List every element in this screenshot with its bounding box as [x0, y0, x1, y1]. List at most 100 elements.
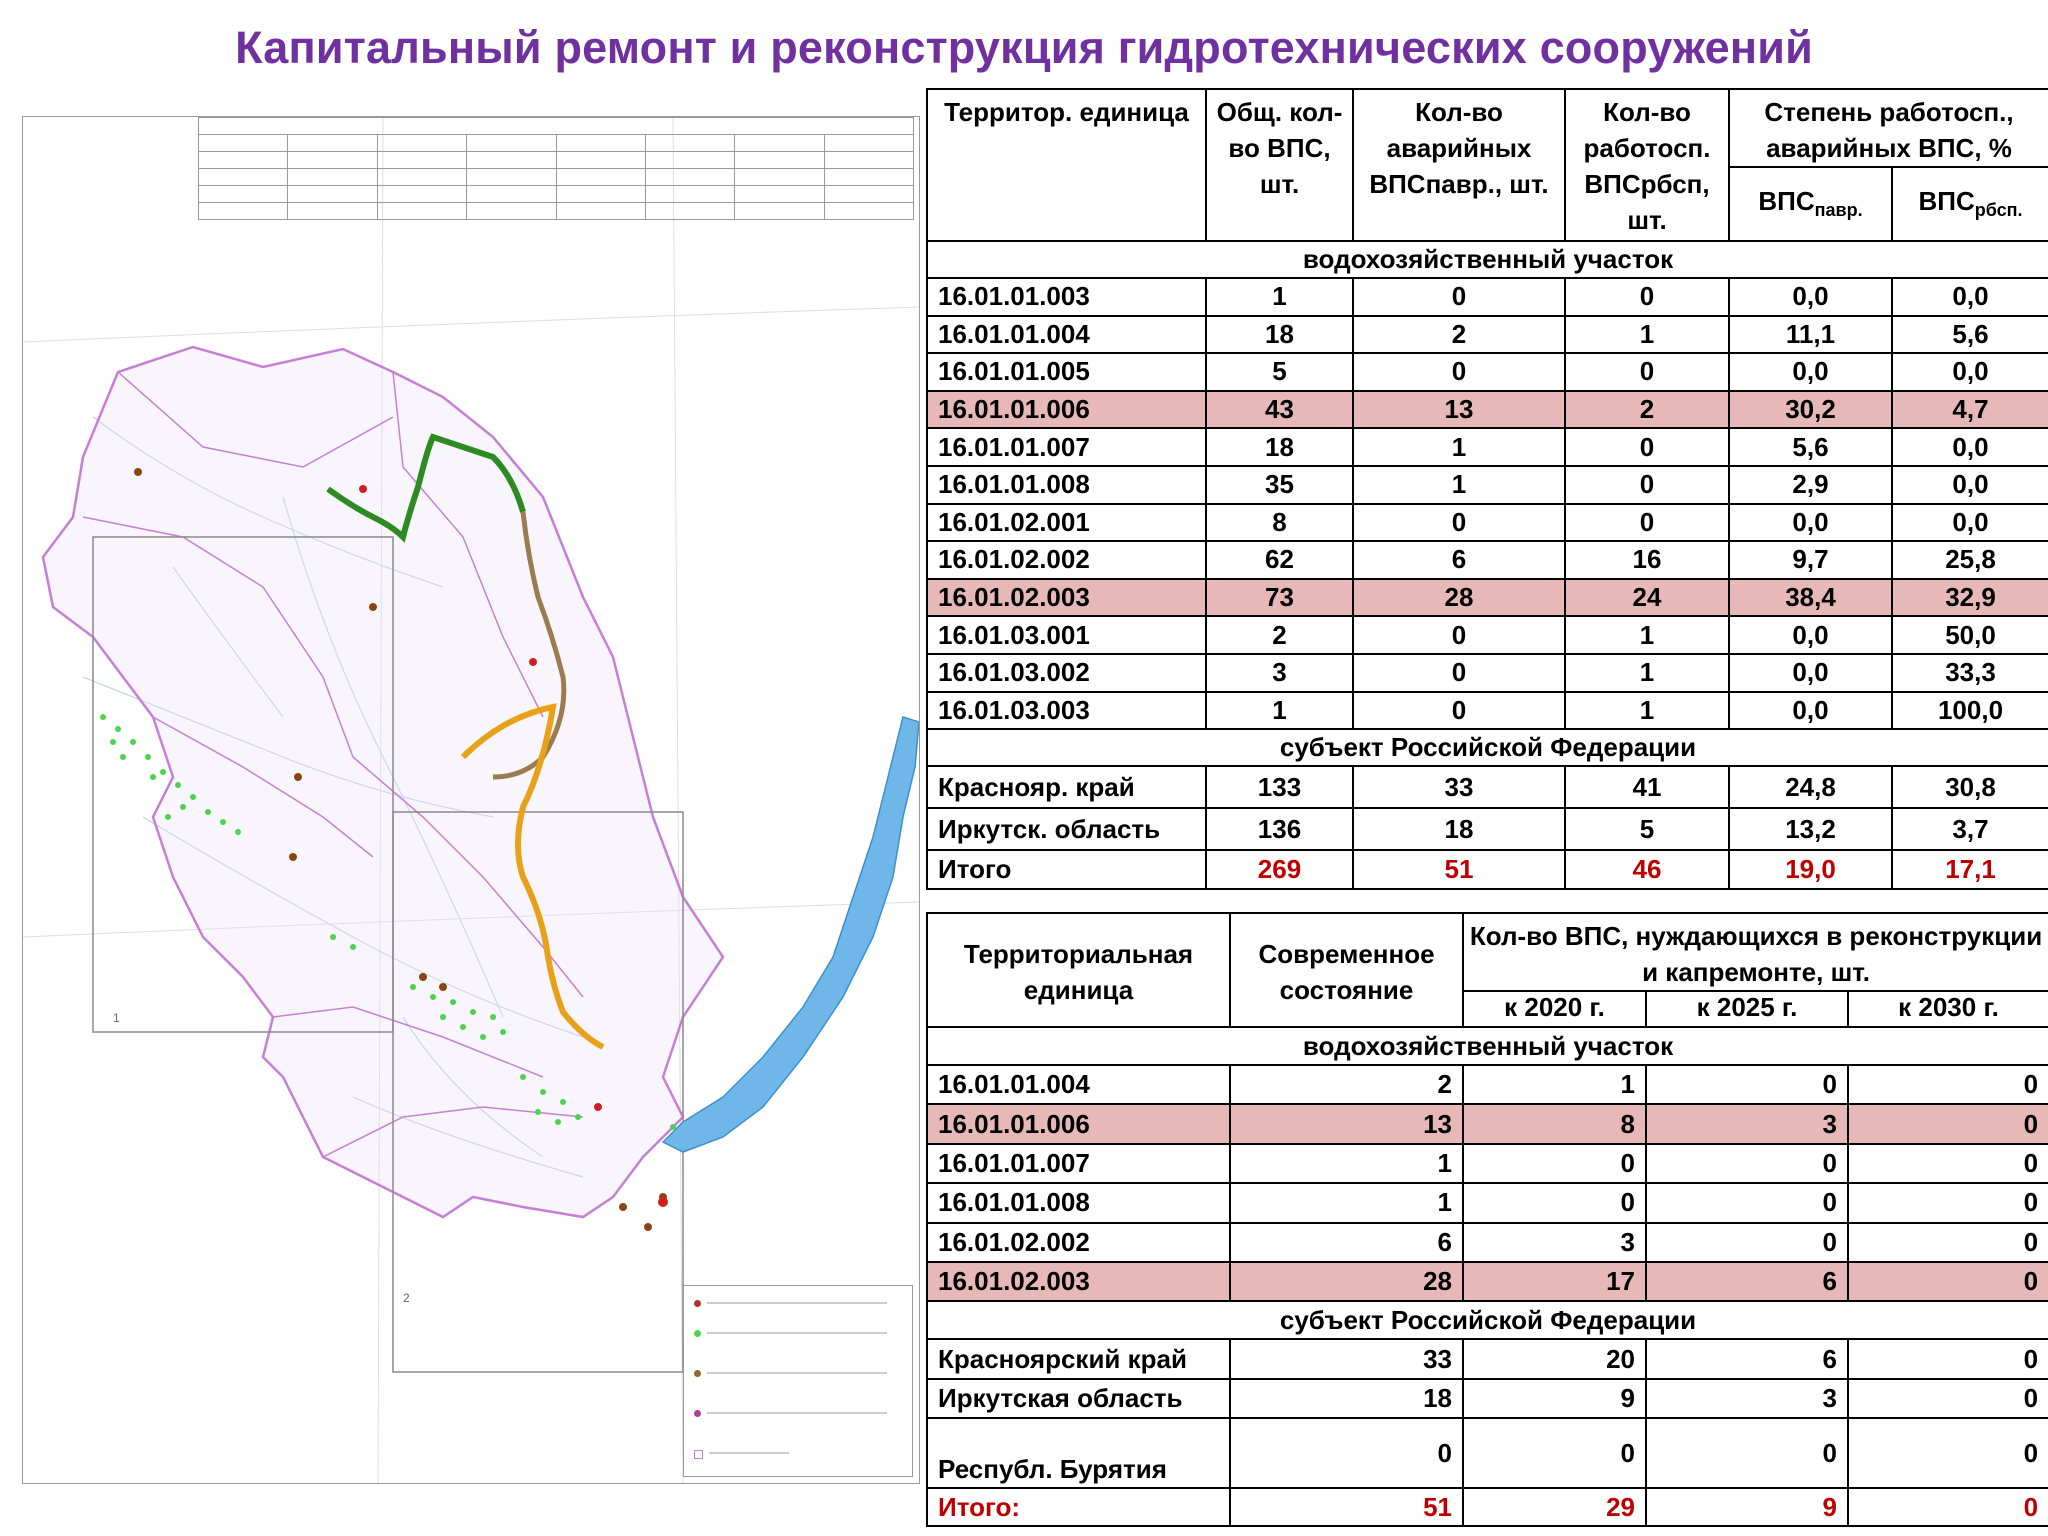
- table-row: Республ. Бурятия 0 0 0 0: [926, 1417, 2048, 1490]
- table-cell: 0: [1846, 1260, 2048, 1303]
- table-cell: 1: [1564, 314, 1730, 355]
- table-cell: 73: [1205, 577, 1354, 618]
- table-row: 16.01.01.004 18 2 1 11,1 5,6: [926, 314, 2048, 355]
- table-cell: 2: [1229, 1063, 1464, 1106]
- table-cell: 9,7: [1728, 540, 1893, 580]
- table-row: Красноярский край 33 20 6 0: [926, 1338, 2048, 1380]
- table-cell: 269: [1205, 849, 1354, 891]
- map-legend: [683, 1285, 913, 1477]
- table-cell: 18: [1205, 427, 1354, 467]
- table-cell: 38,4: [1728, 577, 1893, 618]
- table-cell: 16.01.02.003: [926, 577, 1207, 618]
- legend-item: [694, 1330, 904, 1338]
- col-header-unit: Территориальная единица: [926, 912, 1231, 1028]
- table-row: 16.01.03.002 3 0 1 0,0 33,3: [926, 652, 2048, 693]
- table-row: Краснояр. край 133 33 41 24,8 30,8: [926, 765, 2048, 810]
- col-header-degree: Степень работосп., аварийных ВПС, %: [1727, 88, 2048, 168]
- table-cell: 1: [1352, 464, 1566, 505]
- table-cell: 0: [1564, 277, 1730, 317]
- table-cell: 5,6: [1890, 314, 2048, 355]
- table-cell: 16.01.01.007: [926, 427, 1207, 467]
- table-row: 16.01.01.006 43 13 2 30,2 4,7: [926, 389, 2048, 430]
- table-cell: 100,0: [1890, 690, 2048, 731]
- table-cell: 16.01.01.006: [926, 1103, 1231, 1145]
- table-cell: 28: [1229, 1260, 1464, 1303]
- table-cell: 0: [1645, 1142, 1849, 1185]
- table-row: Итого: 51 29 9 0: [926, 1487, 2048, 1528]
- table-cell: 50,0: [1890, 615, 2048, 655]
- table-cell: 0: [1846, 1182, 2048, 1224]
- legend-item: [694, 1370, 904, 1378]
- lake-baikal: [661, 716, 919, 1153]
- table-cell: 0: [1645, 1221, 1849, 1263]
- table-cell: 6: [1352, 540, 1566, 580]
- table-cell: 0: [1645, 1063, 1849, 1106]
- table-cell: 5: [1205, 352, 1354, 392]
- table-cell: 16.01.01.008: [926, 1182, 1231, 1224]
- table-cell: 0,0: [1890, 277, 2048, 317]
- table-cell: 1: [1352, 427, 1566, 467]
- table-cell: Краснояр. край: [926, 765, 1207, 810]
- table-row: 16.01.03.003 1 0 1 0,0 100,0: [926, 690, 2048, 731]
- table-cell: 0: [1462, 1142, 1647, 1185]
- table-body: водохозяйственный участок 16.01.01.004 2 1…: [925, 1026, 2048, 1528]
- map-graphic: 1 2: [23, 117, 919, 1483]
- table-cell: 5: [1564, 807, 1730, 852]
- table-cell: 8: [1462, 1103, 1647, 1145]
- table-cell: 0: [1352, 652, 1566, 693]
- table-cell: Республ. Бурятия: [926, 1417, 1231, 1490]
- table-cell: 3,7: [1890, 807, 2048, 852]
- table-cell: 9: [1645, 1487, 1849, 1528]
- reservoir-orange: [460, 703, 605, 1050]
- table-cell: 6: [1645, 1338, 1849, 1380]
- reservoir-brown: [492, 511, 567, 780]
- table-cell: 51: [1352, 849, 1566, 891]
- table-cell: 0: [1352, 352, 1566, 392]
- table-cell: 0: [1846, 1377, 2048, 1420]
- table-cell: 1: [1564, 690, 1730, 731]
- col-header-2030: к 2030 г.: [1846, 990, 2048, 1028]
- legend-item: [694, 1410, 904, 1418]
- table-cell: 28: [1352, 577, 1566, 618]
- table-cell: 8: [1205, 502, 1354, 543]
- table-cell: 11,1: [1728, 314, 1893, 355]
- table-cell: 16.01.01.005: [926, 352, 1207, 392]
- table-cell: 3: [1645, 1103, 1849, 1145]
- table-cell: 0,0: [1728, 352, 1893, 392]
- table-row: субъект Российской Федерации: [925, 1300, 2048, 1341]
- table-row: 16.01.02.003 28 17 6 0: [926, 1260, 2048, 1303]
- table-cell: 51: [1229, 1487, 1464, 1528]
- table-row: 16.01.01.007 1 0 0 0: [926, 1142, 2048, 1185]
- table-cell: 0,0: [1890, 464, 2048, 505]
- table-row: 16.01.02.001 8 0 0 0,0 0,0: [926, 502, 2048, 543]
- table-cell: 2: [1352, 314, 1566, 355]
- table-cell: 2: [1564, 389, 1730, 430]
- table-cell: 19,0: [1728, 849, 1893, 891]
- table-cell: 16.01.02.001: [926, 502, 1207, 543]
- table-row: субъект Российской Федерации: [925, 728, 2048, 768]
- table-cell: 18: [1205, 314, 1354, 355]
- table-cell: 1: [1564, 652, 1730, 693]
- table-cell: 9: [1462, 1377, 1647, 1420]
- table-cell: 0: [1352, 502, 1566, 543]
- table-cell: 0: [1229, 1417, 1464, 1490]
- table-cell: 16.01.02.003: [926, 1260, 1231, 1303]
- table-cell: 16.01.02.002: [926, 1221, 1231, 1263]
- table-row: 16.01.01.004 2 1 0 0: [926, 1063, 2048, 1106]
- legend-item: [694, 1300, 904, 1308]
- table-cell: 3: [1205, 652, 1354, 693]
- table-cell: 3: [1462, 1221, 1647, 1263]
- table-cell: 0: [1352, 277, 1566, 317]
- table-cell: 0,0: [1728, 277, 1893, 317]
- table-cell: 16.01.03.003: [926, 690, 1207, 731]
- table-cell: 16.01.01.007: [926, 1142, 1231, 1185]
- table-cell: 0: [1564, 427, 1730, 467]
- col-header-unit: Территор. единица: [926, 88, 1207, 242]
- table-cell: 46: [1564, 849, 1730, 891]
- table-cell: 62: [1205, 540, 1354, 580]
- table-cell: 0,0: [1890, 352, 2048, 392]
- table-cell: 41: [1564, 765, 1730, 810]
- table-cell: 0,0: [1728, 690, 1893, 731]
- table-cell: 30,2: [1728, 389, 1893, 430]
- table-cell: 16.01.02.002: [926, 540, 1207, 580]
